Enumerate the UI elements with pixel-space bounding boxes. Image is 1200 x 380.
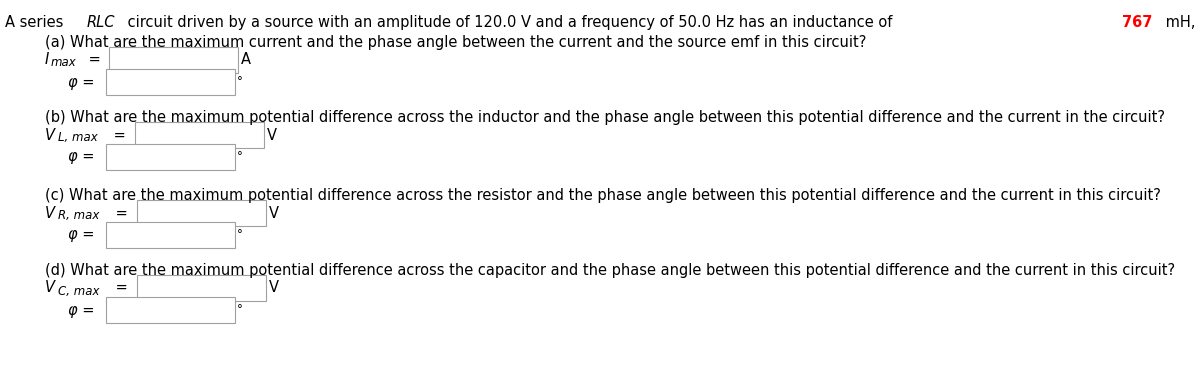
Text: A series: A series bbox=[5, 15, 68, 30]
FancyBboxPatch shape bbox=[109, 47, 239, 73]
Text: V: V bbox=[269, 280, 278, 296]
Text: °: ° bbox=[238, 228, 242, 242]
Text: =: = bbox=[112, 206, 128, 220]
Text: φ =: φ = bbox=[68, 149, 95, 165]
Text: C, max: C, max bbox=[58, 285, 100, 298]
Text: V: V bbox=[46, 280, 55, 296]
FancyBboxPatch shape bbox=[137, 275, 266, 301]
Text: =: = bbox=[112, 280, 128, 296]
Text: V: V bbox=[266, 128, 277, 142]
Text: 767: 767 bbox=[1122, 15, 1152, 30]
Text: φ =: φ = bbox=[68, 74, 95, 90]
Text: V: V bbox=[46, 128, 55, 142]
Text: (b) What are the maximum potential difference across the inductor and the phase : (b) What are the maximum potential diffe… bbox=[46, 110, 1165, 125]
Text: I: I bbox=[46, 52, 49, 68]
FancyBboxPatch shape bbox=[106, 144, 235, 170]
Text: =: = bbox=[109, 128, 126, 142]
Text: °: ° bbox=[238, 76, 242, 89]
Text: V: V bbox=[46, 206, 55, 220]
FancyBboxPatch shape bbox=[137, 200, 266, 226]
FancyBboxPatch shape bbox=[134, 122, 264, 148]
Text: (c) What are the maximum potential difference across the resistor and the phase : (c) What are the maximum potential diffe… bbox=[46, 188, 1160, 203]
Text: A: A bbox=[241, 52, 251, 68]
Text: V: V bbox=[269, 206, 278, 220]
FancyBboxPatch shape bbox=[106, 69, 235, 95]
Text: L, max: L, max bbox=[58, 131, 97, 144]
Text: mH, a resistance of: mH, a resistance of bbox=[1160, 15, 1200, 30]
FancyBboxPatch shape bbox=[106, 297, 235, 323]
Text: R, max: R, max bbox=[58, 209, 100, 223]
Text: max: max bbox=[50, 57, 77, 70]
Text: °: ° bbox=[238, 304, 242, 317]
Text: °: ° bbox=[238, 150, 242, 163]
Text: RLC: RLC bbox=[86, 15, 115, 30]
Text: circuit driven by a source with an amplitude of 120.0 V and a frequency of 50.0 : circuit driven by a source with an ampli… bbox=[124, 15, 898, 30]
FancyBboxPatch shape bbox=[106, 222, 235, 248]
Text: φ =: φ = bbox=[68, 228, 95, 242]
Text: (a) What are the maximum current and the phase angle between the current and the: (a) What are the maximum current and the… bbox=[46, 35, 866, 50]
Text: φ =: φ = bbox=[68, 302, 95, 318]
Text: =: = bbox=[84, 52, 101, 68]
Text: (d) What are the maximum potential difference across the capacitor and the phase: (d) What are the maximum potential diffe… bbox=[46, 263, 1175, 278]
